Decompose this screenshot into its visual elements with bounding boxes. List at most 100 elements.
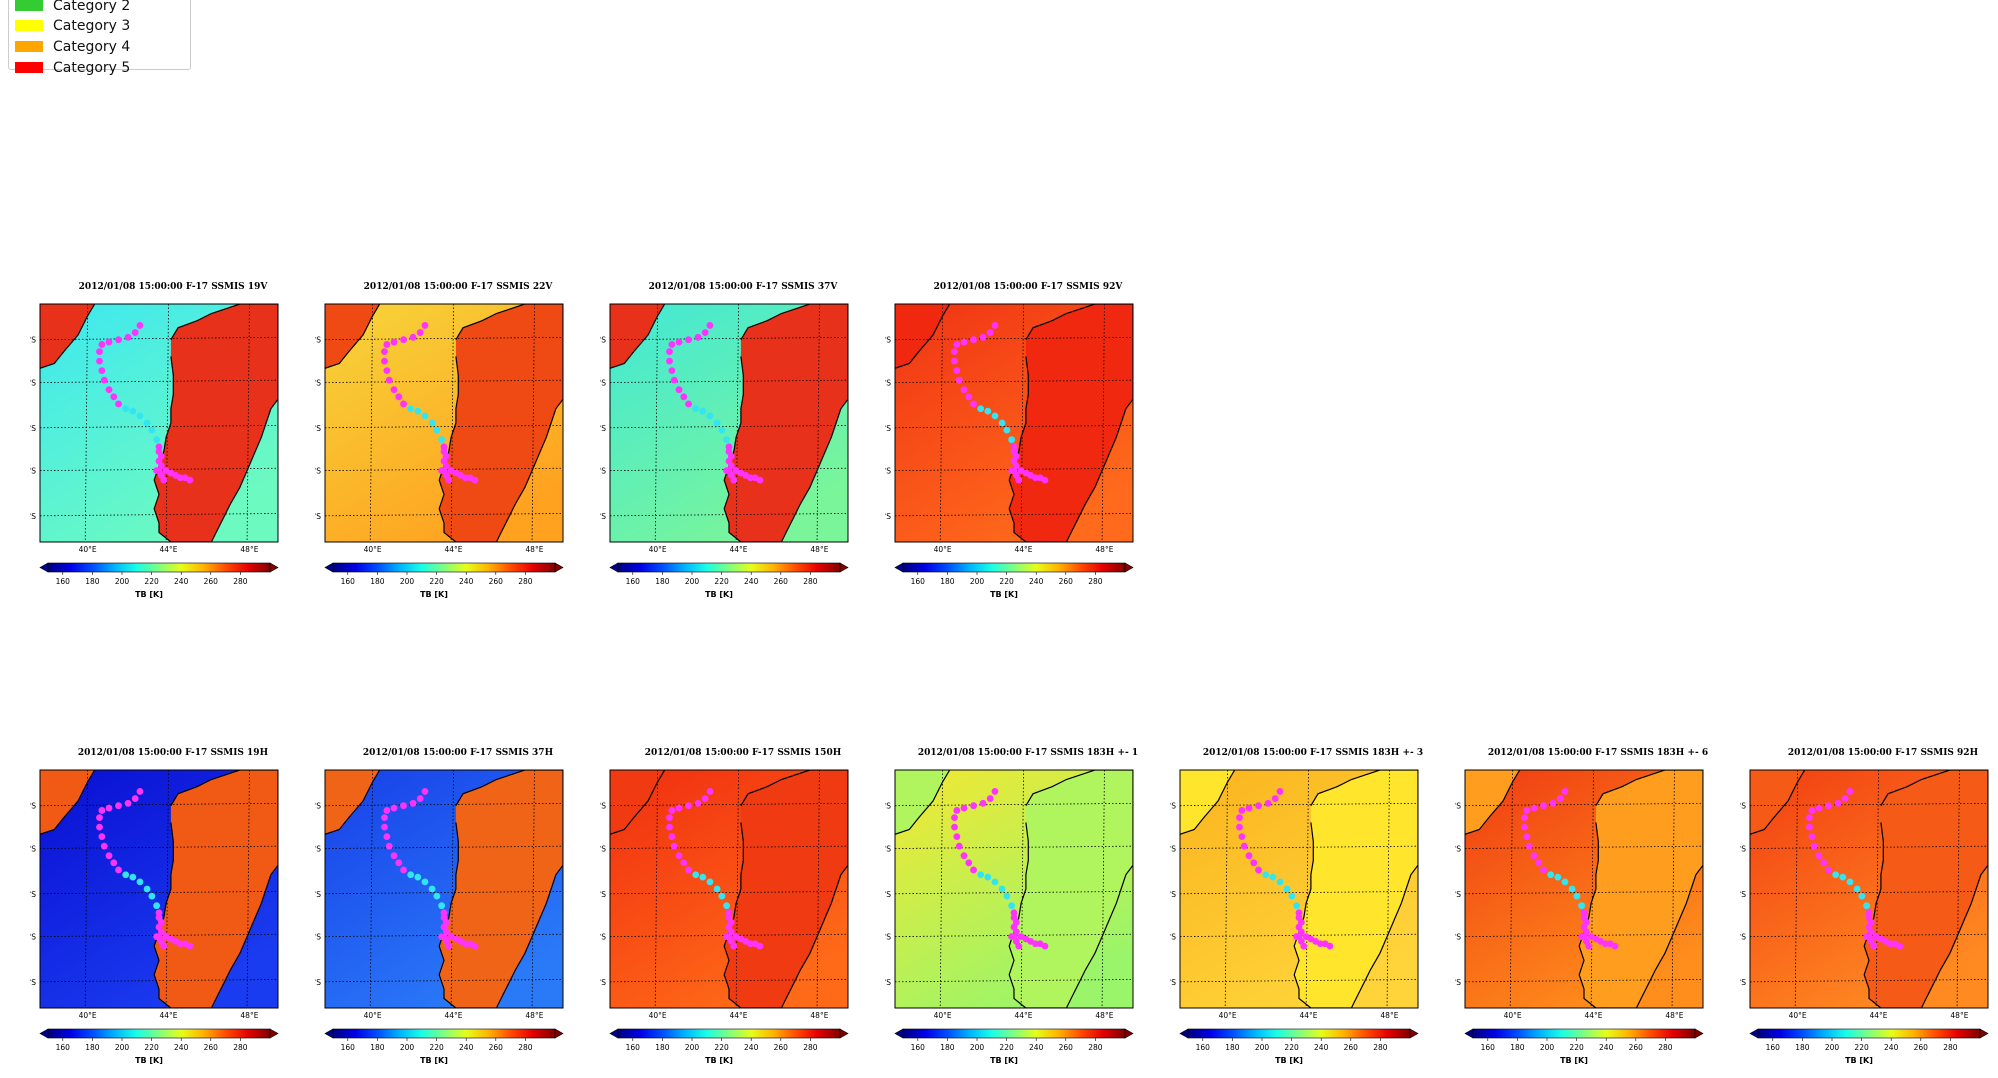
colorbar-label: TB [K]: [135, 1056, 163, 1065]
colorbar-label: TB [K]: [1560, 1056, 1588, 1065]
track-dot: [1288, 892, 1296, 900]
track-dot: [1008, 902, 1016, 910]
track-dot: [153, 436, 161, 444]
track-dot: [395, 859, 403, 867]
lat-tick-label: 22°S: [30, 933, 36, 942]
legend: Category 2 Category 3 Category 4 Categor…: [8, 0, 191, 76]
track-dot: [1300, 942, 1308, 950]
track-dot: [148, 426, 156, 434]
track-dot: [668, 341, 676, 348]
track-dot: [1568, 885, 1576, 893]
lon-tick-label: 40°E: [649, 545, 667, 554]
track-dot: [1032, 474, 1039, 482]
track-dot: [1896, 942, 1904, 950]
map-frame: [324, 769, 564, 1009]
lat-tick-label: 22°S: [1740, 933, 1746, 942]
lon-tick-label: 44°E: [444, 1011, 462, 1020]
lon-tick-label: 48°E: [1095, 1011, 1113, 1020]
lat-tick-label: 24°S: [1455, 978, 1461, 987]
mainland-field: [1180, 770, 1235, 835]
lon-tick-label: 40°E: [79, 1011, 97, 1020]
track-dot: [440, 457, 448, 465]
track-dot: [143, 419, 151, 427]
track-dot: [136, 412, 144, 420]
track-dot: [1269, 873, 1277, 881]
madagascar-field: [1009, 304, 1133, 542]
lat-gridline: [1464, 802, 1704, 807]
panel-150h: 2012/01/08 15:00:00 F-17 SSMIS 150H 16°S…: [600, 748, 886, 1078]
lon-tick-label: 48°E: [1380, 1011, 1398, 1020]
track-dot: [1293, 902, 1301, 910]
track-dot: [951, 357, 958, 365]
mainland-field: [610, 304, 665, 369]
colorbar-max-arrow: [839, 1028, 849, 1039]
track-dot: [407, 405, 415, 413]
track-dot: [718, 892, 726, 900]
lon-gridline: [165, 769, 169, 1009]
track-dot: [445, 476, 453, 484]
madagascar-field: [1294, 770, 1418, 1008]
track-dot: [1015, 476, 1023, 484]
colorbar: [332, 1028, 556, 1039]
track-dot: [409, 333, 417, 341]
track-dot: [1262, 871, 1270, 879]
track-dot: [131, 795, 139, 802]
colorbar-tick-label: 280: [1088, 577, 1103, 586]
colorbar-tick-label: 180: [370, 1043, 385, 1052]
panel-title: 2012/01/08 15:00:00 F-17 SSMIS 150H: [644, 748, 842, 758]
track-dot: [725, 443, 733, 451]
colorbar-tick-label: 240: [744, 1043, 759, 1052]
colorbar-tick-label: 220: [714, 577, 729, 586]
lon-tick-label: 44°E: [159, 545, 177, 554]
track-dot: [1530, 804, 1538, 812]
track-dot: [428, 885, 436, 893]
colorbar-tick-label: 200: [400, 577, 415, 586]
track-dot: [155, 914, 163, 921]
panel-title: 2012/01/08 15:00:00 F-17 SSMIS 37V: [648, 282, 838, 292]
lon-gridline: [531, 303, 535, 543]
lon-tick-label: 40°E: [1219, 1011, 1237, 1020]
madagascar-field: [724, 770, 848, 1008]
track-dot: [438, 902, 446, 910]
track-dot: [1530, 852, 1538, 860]
track-dot: [701, 795, 709, 802]
track-dot: [970, 400, 977, 408]
colorbar-max-arrow: [1979, 1028, 1989, 1039]
lat-tick-label: 18°S: [30, 379, 36, 388]
track-dot: [115, 336, 122, 344]
panel-183h-3: 2012/01/08 15:00:00 F-17 SSMIS 183H +- 3…: [1170, 748, 1456, 1078]
lat-gridline: [609, 890, 849, 895]
track-dot: [148, 892, 156, 900]
madagascar-field: [1579, 770, 1703, 1008]
track-dot: [153, 902, 161, 910]
lat-tick-label: 16°S: [885, 336, 891, 345]
track-dot: [445, 942, 453, 950]
track-dot: [136, 788, 144, 795]
map-area: [40, 304, 278, 542]
lat-gridline: [894, 802, 1134, 807]
lon-gridline: [1956, 769, 1960, 1009]
coastline: [610, 304, 666, 369]
colorbar-tick-label: 260: [774, 1043, 789, 1052]
lon-tick-label: 48°E: [1095, 545, 1113, 554]
track-dot: [186, 942, 194, 950]
coastline: [723, 304, 848, 542]
track-dot: [416, 329, 424, 336]
track-dot: [725, 457, 733, 465]
colorbar-tick-label: 160: [1766, 1043, 1781, 1052]
track-dot: [1573, 892, 1581, 900]
track-dot: [421, 788, 429, 795]
coastline: [153, 304, 278, 542]
track-dot: [998, 885, 1006, 893]
track-dot: [1523, 833, 1531, 841]
lat-gridline: [39, 845, 279, 849]
lat-tick-label: 20°S: [885, 890, 891, 899]
colorbar-label: TB [K]: [990, 1056, 1018, 1065]
lat-tick-label: 16°S: [315, 336, 321, 345]
lat-tick-label: 22°S: [315, 467, 321, 476]
colorbar-tick-label: 240: [174, 577, 189, 586]
map-area: [325, 770, 563, 1008]
coastline: [1180, 770, 1236, 835]
lat-tick-label: 18°S: [885, 379, 891, 388]
colorbar-tick-label: 180: [940, 1043, 955, 1052]
